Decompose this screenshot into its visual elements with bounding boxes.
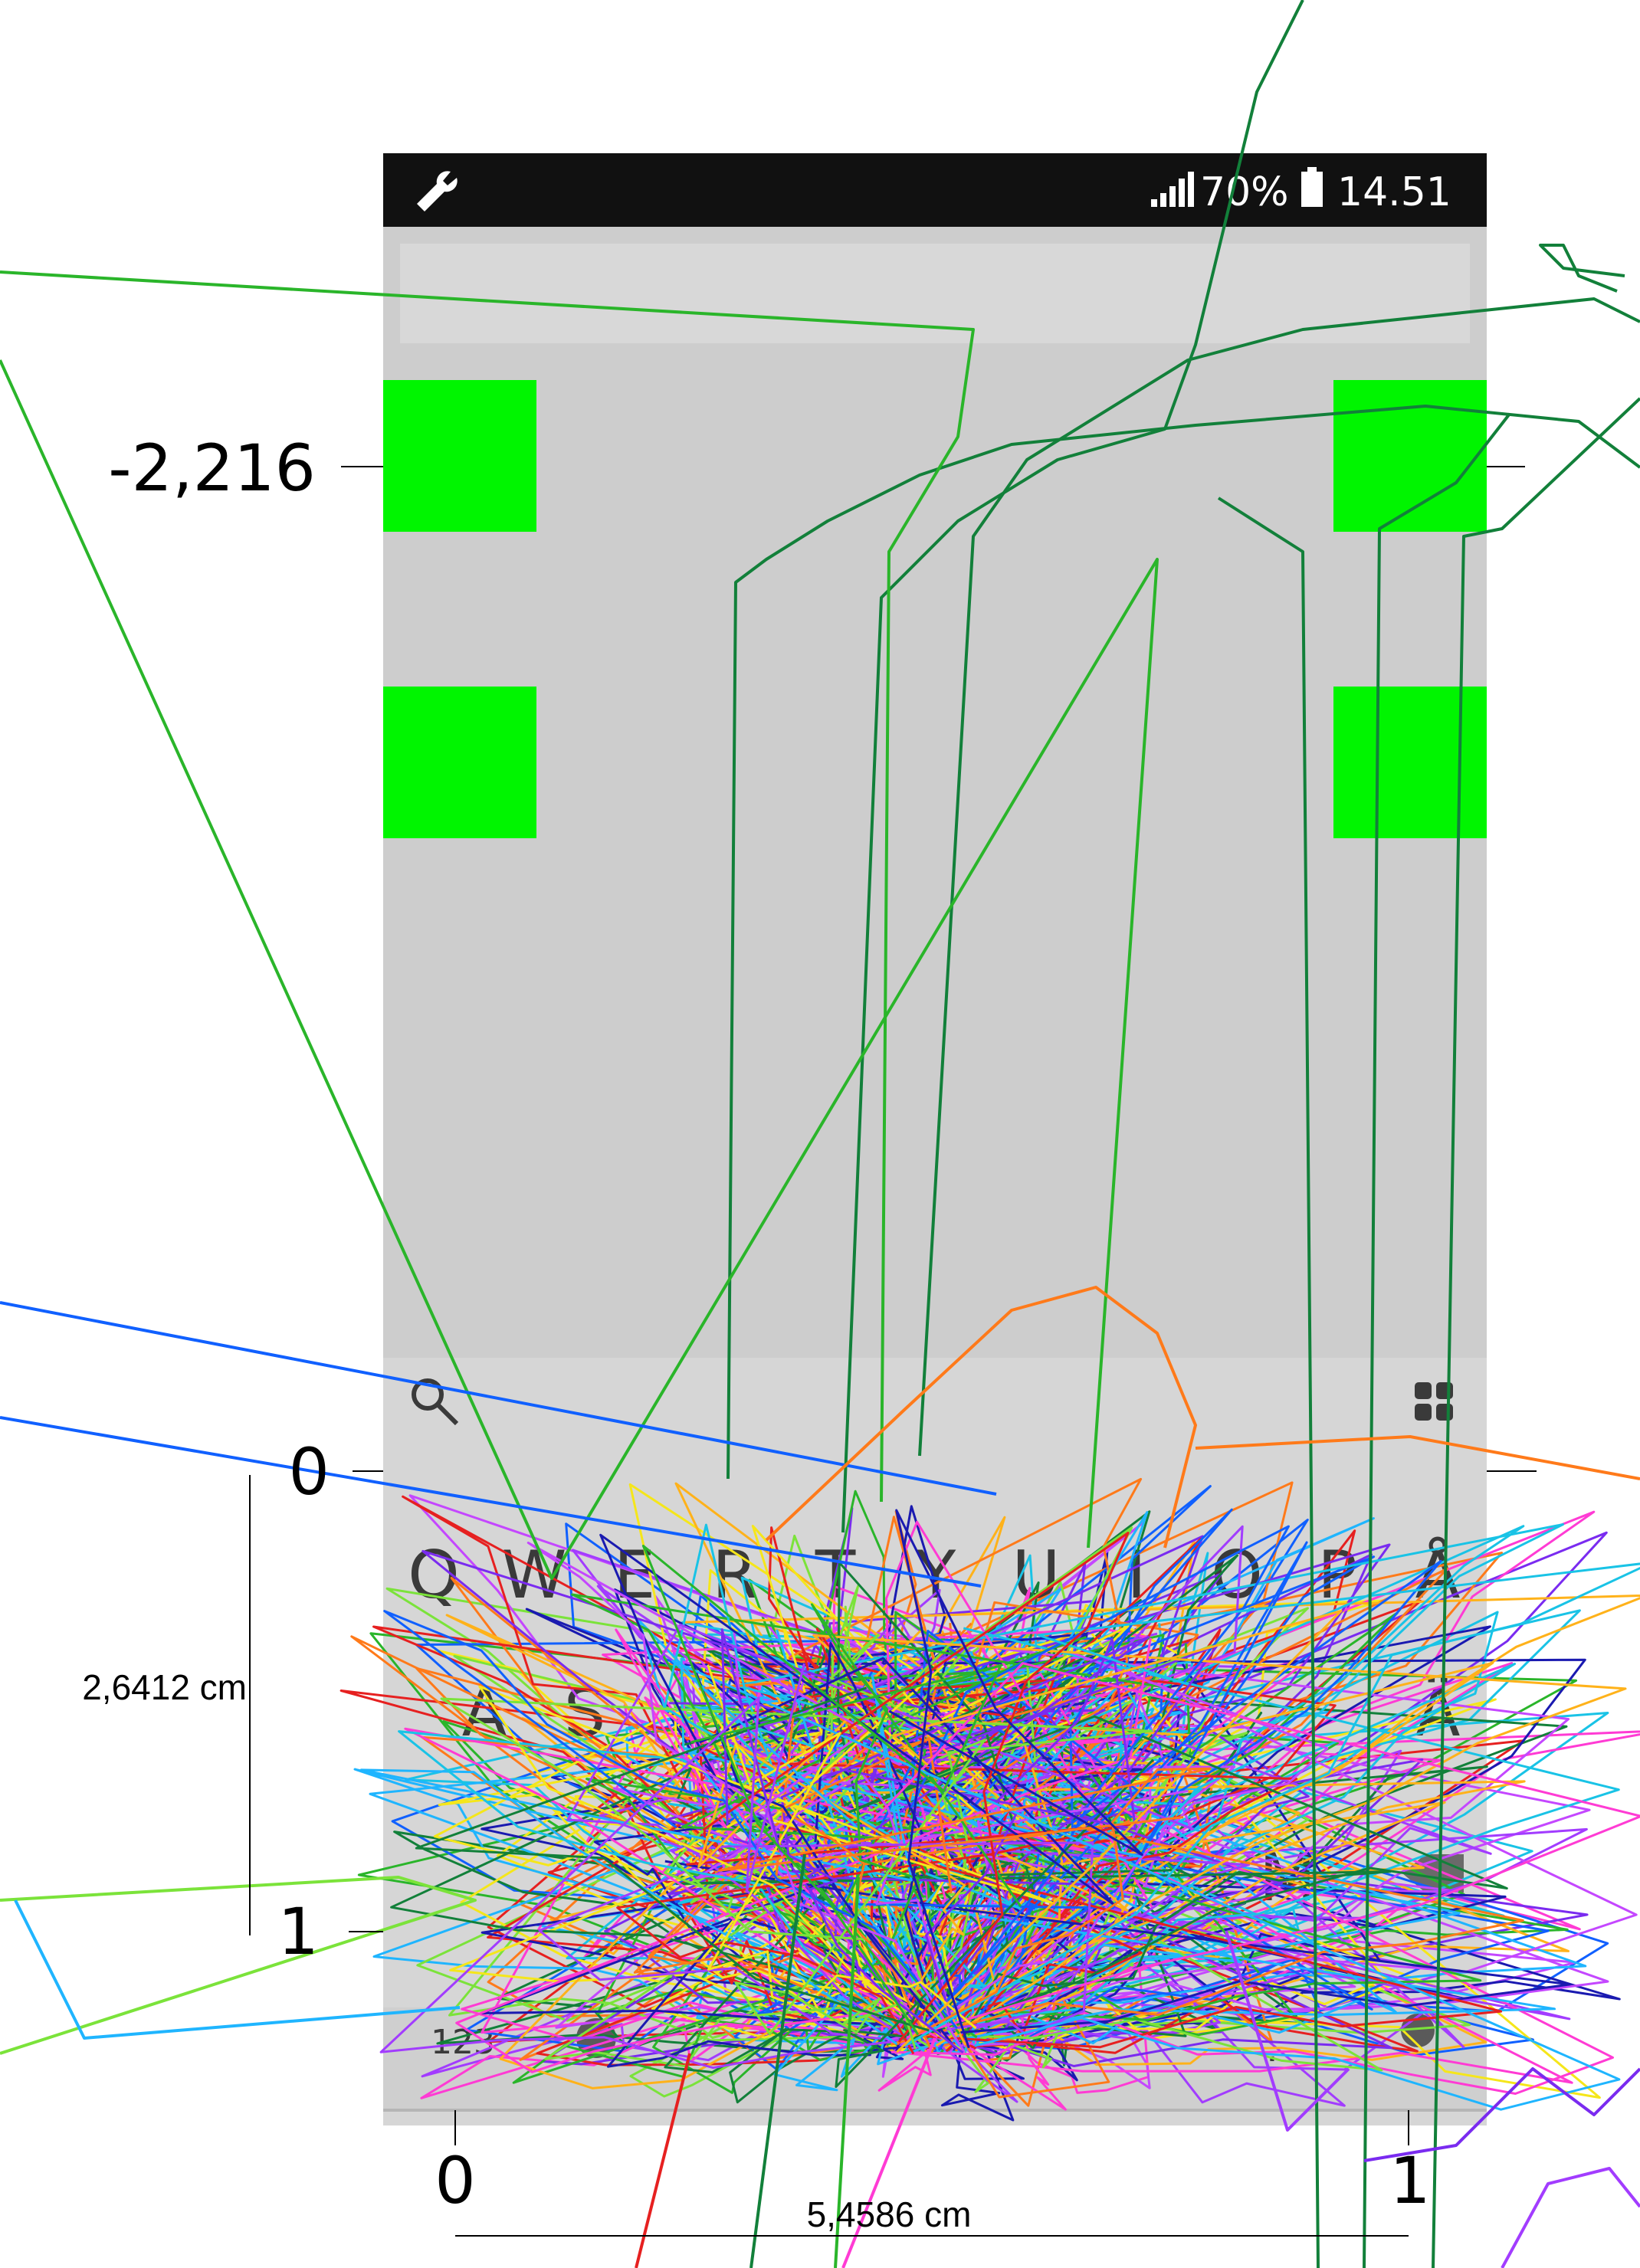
- trajectory-line: [765, 1286, 1197, 1549]
- trajectory-line: [526, 1542, 966, 2053]
- trajectory-line: [1217, 497, 1320, 2268]
- key-w[interactable]: W: [501, 1537, 566, 1614]
- trajectory-line: [1363, 412, 1511, 2268]
- trajectory-line: [14, 1899, 461, 2040]
- trajectory-line: [707, 1664, 977, 2030]
- trajectory-line: [478, 1664, 1055, 2039]
- trajectory-line: [538, 1821, 912, 2043]
- trajectory-line: [566, 1624, 1195, 2043]
- trajectory-line: [876, 1729, 1573, 2084]
- trajectory-line: [892, 1609, 1343, 2053]
- trajectory-line: [864, 1516, 940, 2032]
- trajectory-line: [910, 1525, 1290, 2039]
- signal-bars-icon: [1151, 172, 1194, 207]
- trajectory-line: [812, 1634, 1627, 2047]
- trajectory-line: [662, 1731, 1526, 2031]
- trajectory-line: [944, 1801, 1446, 2050]
- trajectory-line: [359, 1674, 913, 2046]
- trajectory-line: [0, 270, 975, 1503]
- battery-percent: 70%: [1200, 169, 1289, 215]
- trajectory-line: [835, 1758, 1154, 2088]
- trajectory-line: [920, 1625, 1491, 2031]
- trajectory-line: [810, 1603, 1022, 2035]
- trajectory-line: [671, 1660, 1621, 2111]
- trajectory-line: [0, 359, 1159, 1580]
- trajectory-line: [918, 297, 1640, 1457]
- trajectory-line: [440, 1697, 1153, 2040]
- trajectory-line: [448, 1675, 908, 2051]
- trajectory-line: [690, 1640, 978, 2040]
- trajectory-line: [402, 1495, 1134, 2040]
- trajectory-line: [727, 405, 1640, 1480]
- target-square-mid-left: [383, 687, 536, 838]
- trajectory-line: [641, 1545, 1002, 2036]
- trajectory-line: [733, 1841, 1094, 2036]
- trajectory-line: [702, 1532, 1130, 2043]
- trajectory-line: [0, 1876, 477, 2055]
- trajectory-line: [1195, 1435, 1640, 1480]
- x-axis: [454, 2110, 1409, 2237]
- trajectory-line: [841, 0, 1304, 1533]
- trajectory-line: [837, 1561, 1037, 2038]
- trajectory-line: [0, 1416, 982, 1588]
- trajectory-line: [968, 1752, 1442, 2048]
- trajectory-line: [415, 1686, 930, 2032]
- y-tick-label-neg: -2,216: [108, 431, 316, 506]
- y-axis: [249, 466, 1537, 1935]
- trajectory-traces: [339, 1477, 1640, 2122]
- x-tick-label-0: 0: [435, 2143, 475, 2218]
- trajectory-line: [873, 1662, 1640, 2039]
- trajectory-line: [678, 1663, 1297, 2043]
- y-dimension-label: 2,6412 cm: [82, 1667, 247, 1707]
- trajectory-line: [616, 1823, 1133, 2055]
- trajectory-line: [404, 1727, 1088, 2041]
- trajectory-line: [888, 1509, 1143, 2049]
- wrench-icon: [417, 171, 458, 211]
- trajectory-line: [390, 1704, 920, 2026]
- trajectory-line: [778, 1824, 1503, 2049]
- x-tick-label-1: 1: [1389, 2143, 1430, 2218]
- trajectory-line: [455, 1637, 1152, 2073]
- trajectory-line: [1363, 2067, 1640, 2162]
- target-square-top-left: [383, 380, 536, 532]
- x-dimension-label: 5,4586 cm: [807, 2194, 972, 2234]
- trajectory-line: [1225, 1930, 1350, 2132]
- status-time: 14.51: [1337, 169, 1451, 215]
- trajectory-line: [688, 1673, 1614, 2095]
- trajectory-line: [1501, 2167, 1640, 2268]
- trajectory-line: [955, 1851, 1482, 2044]
- battery-icon: [1301, 167, 1323, 207]
- trajectory-line: [1539, 244, 1625, 293]
- trajectory-line: [770, 1644, 1219, 2050]
- trajectory-line: [841, 1541, 1308, 2025]
- y-tick-label-1: 1: [278, 1894, 319, 1969]
- trajectory-line: [969, 1559, 1442, 2030]
- trajectory-line: [749, 1853, 806, 2268]
- trajectory-line: [681, 1643, 1059, 2025]
- trajectory-line: [383, 1610, 958, 2030]
- trajectory-line: [834, 1876, 860, 2268]
- trajectory-line: [664, 1860, 1572, 2040]
- trajectory-line: [369, 1710, 1186, 2035]
- trajectory-line: [599, 1533, 1116, 2050]
- target-square-mid-right: [1333, 687, 1487, 838]
- trajectory-line: [1432, 397, 1640, 2268]
- trajectory-line: [717, 1767, 1212, 2037]
- trajectory-line: [855, 1841, 1251, 2048]
- target-square-top-right: [1333, 380, 1487, 532]
- trajectory-line: [712, 1607, 1309, 2044]
- y-tick-label-0: 0: [289, 1434, 330, 1509]
- trajectory-line: [779, 1737, 953, 2053]
- trajectory-line: [904, 1562, 1640, 2047]
- trajectory-line: [635, 2053, 691, 2268]
- trajectory-line: [398, 1730, 926, 2053]
- trajectory-line: [841, 2037, 936, 2268]
- search-icon[interactable]: [412, 1378, 459, 1426]
- trajectory-line: [814, 1642, 943, 2037]
- trajectory-line: [720, 1628, 964, 2054]
- trajectory-line: [379, 1663, 892, 2070]
- trajectory-line: [0, 1301, 997, 1496]
